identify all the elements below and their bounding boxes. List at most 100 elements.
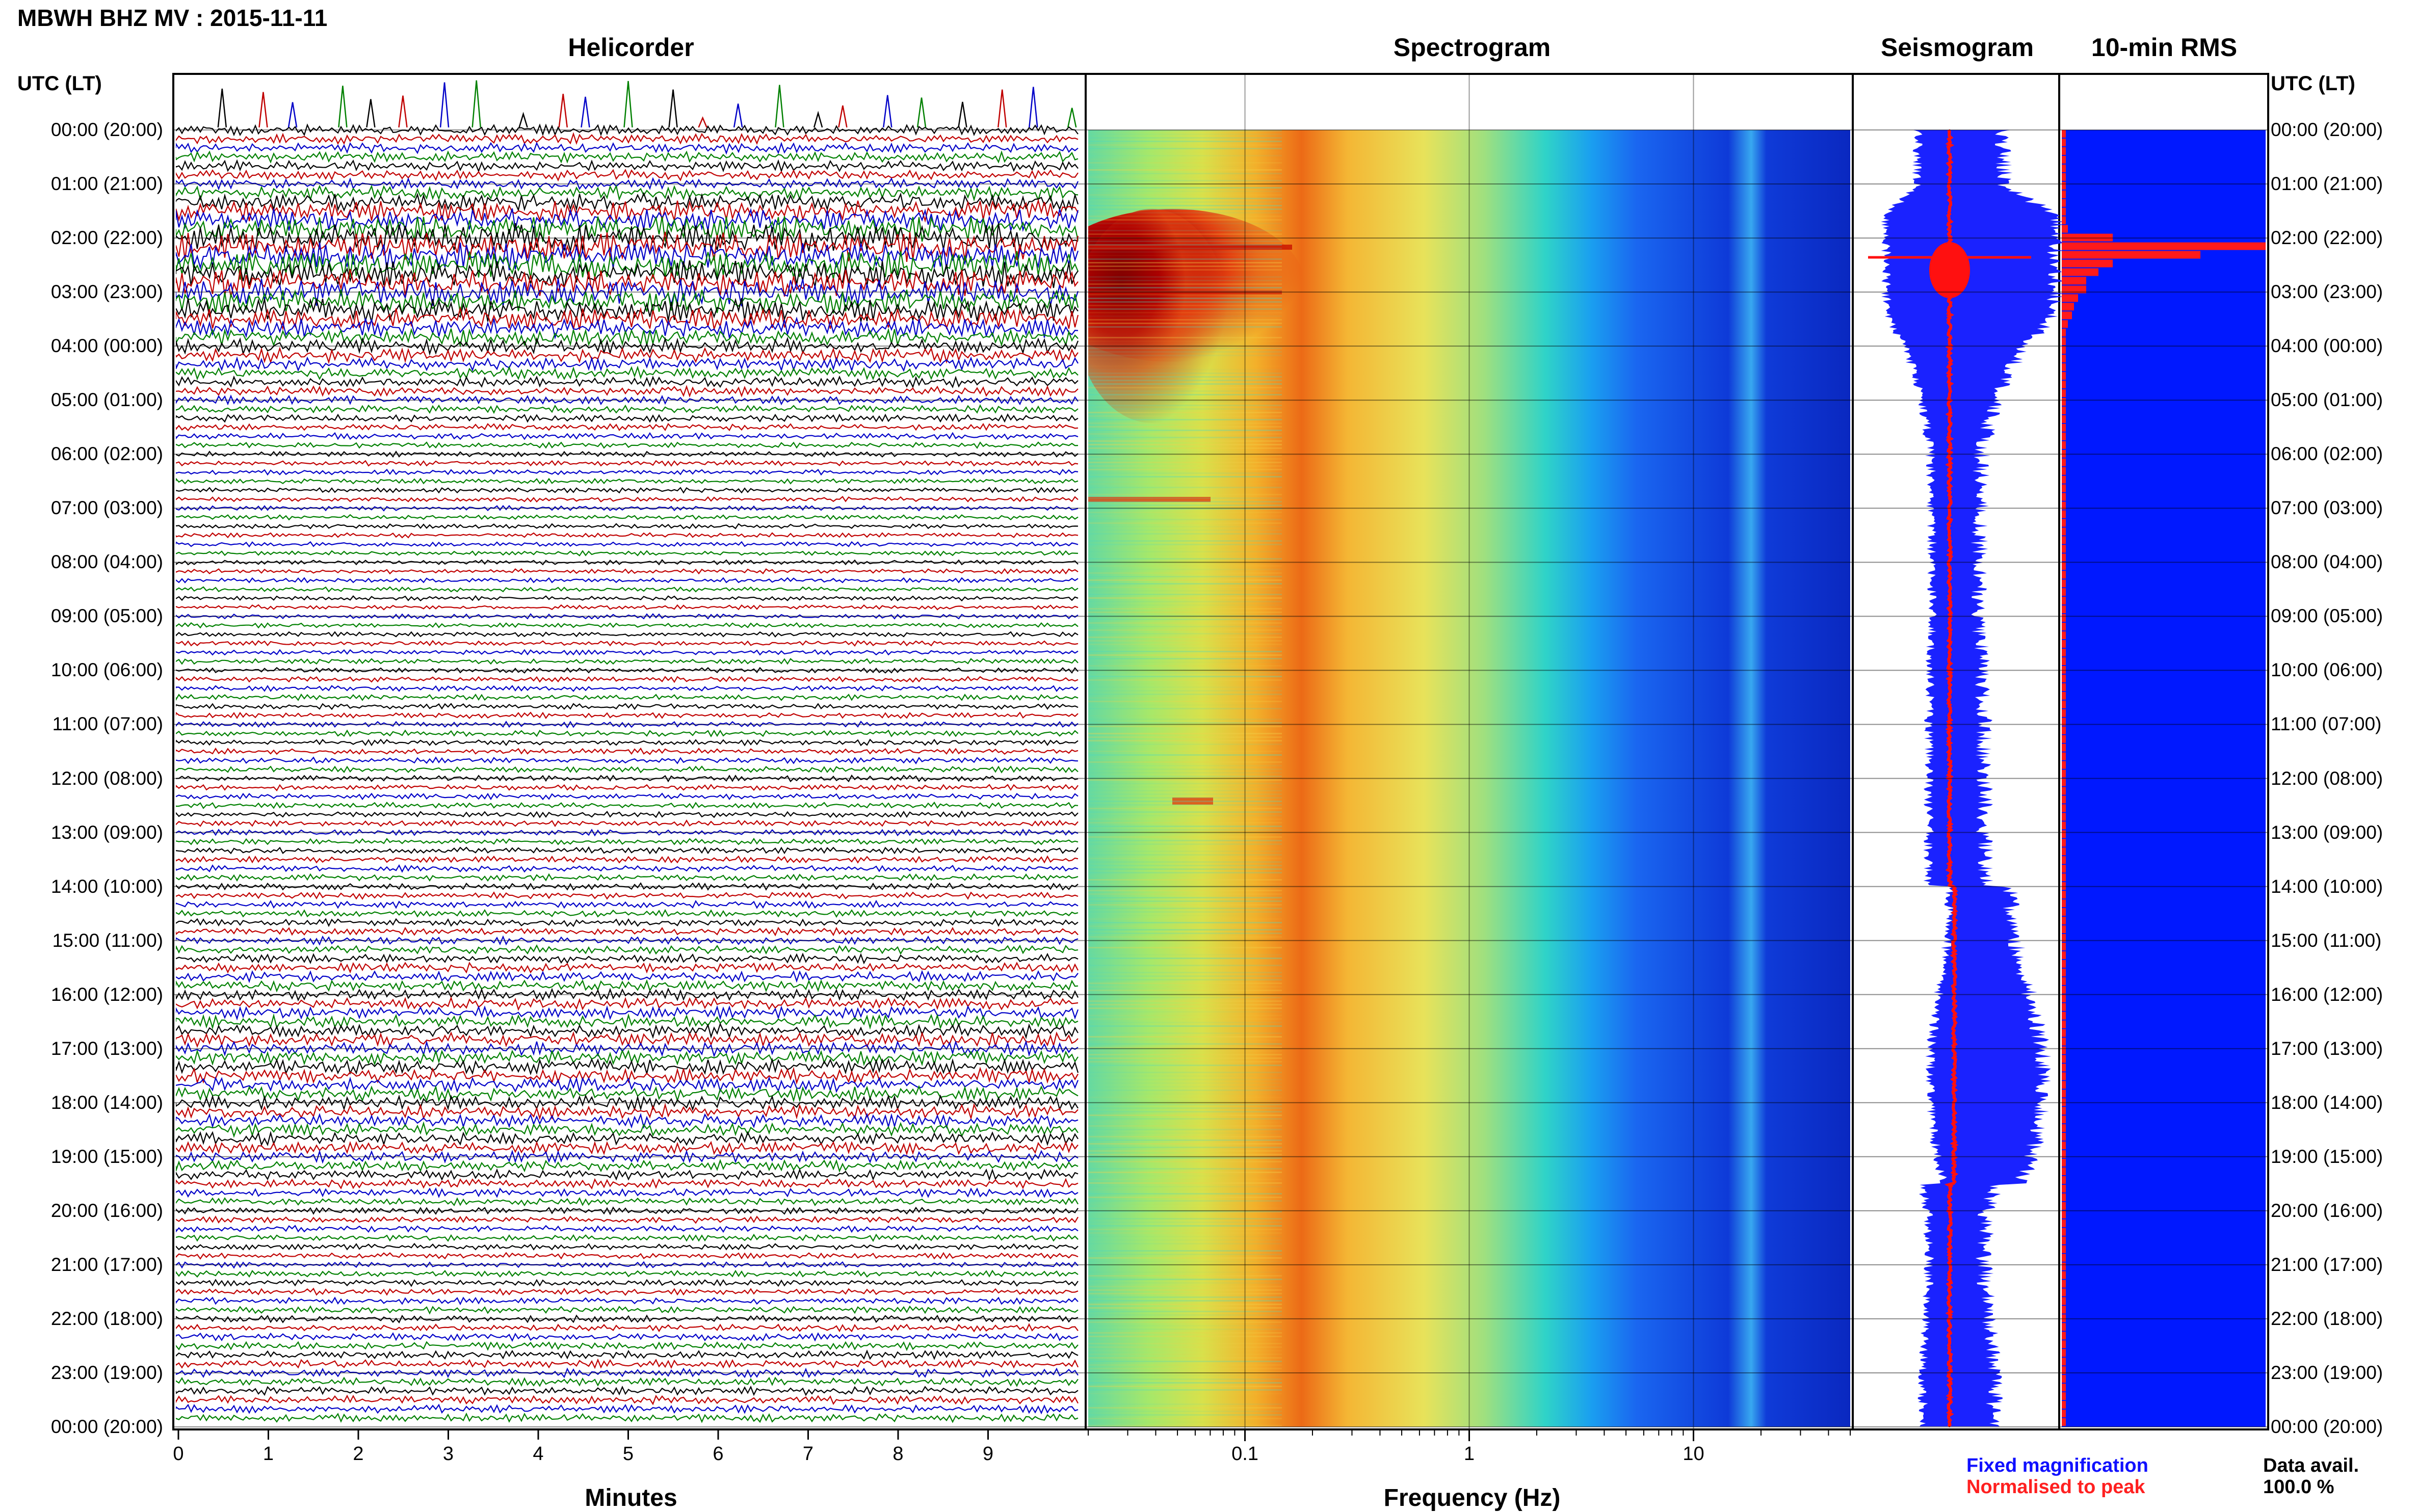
helicorder-trace	[176, 1358, 1079, 1369]
helicorder-trace	[176, 1296, 1079, 1306]
helicorder-trace	[176, 1279, 1079, 1287]
time-label-left: 23:00 (19:00)	[50, 1362, 163, 1383]
spectrogram-texture	[1088, 933, 1282, 934]
rms-bar	[2062, 692, 2066, 700]
rms-bar	[2062, 1003, 2066, 1011]
spectrogram-image	[1088, 130, 1850, 1427]
spectrogram-texture	[1088, 1354, 1282, 1355]
rms-bar	[2062, 744, 2066, 752]
time-label-right: 14:00 (10:00)	[2271, 876, 2383, 897]
rms-bar	[2062, 139, 2066, 146]
spectrogram-texture	[1088, 1029, 1282, 1030]
helicorder-trace	[176, 899, 1079, 909]
helicorder-trace	[176, 1341, 1079, 1351]
helicorder-trace	[176, 667, 1079, 674]
helicorder-spike	[338, 86, 348, 128]
spectrogram-texture	[1088, 619, 1282, 620]
spectrogram-texture	[1088, 1040, 1282, 1041]
rms-bar	[2062, 216, 2066, 224]
spectrogram-texture	[1088, 1389, 1282, 1391]
spectrogram-texture	[1088, 587, 1282, 588]
time-label-left: 13:00 (09:00)	[50, 821, 163, 843]
spectrogram-texture	[1088, 1111, 1282, 1112]
time-label-left: 00:00 (20:00)	[50, 119, 163, 140]
spectrogram-texture	[1088, 833, 1282, 834]
spectrogram-texture	[1088, 358, 1282, 360]
spectrogram-texture	[1088, 305, 1282, 306]
rms-bar	[2062, 389, 2066, 397]
helicorder-traces	[176, 123, 1079, 1423]
helicorder-trace	[176, 1159, 1079, 1173]
spectrogram-texture	[1088, 597, 1282, 599]
rms-bar	[2062, 917, 2066, 924]
rms-bar	[2062, 1020, 2066, 1028]
spectrogram-texture	[1088, 362, 1282, 363]
spectrogram-texture	[1088, 437, 1282, 438]
helicorder-trace	[176, 523, 1079, 529]
spectrogram-texture	[1088, 1043, 1282, 1045]
spectrogram-texture	[1088, 865, 1282, 866]
time-label-left: 06:00 (02:00)	[50, 443, 163, 465]
spectrogram-texture	[1088, 672, 1282, 674]
spectrogram-texture	[1088, 426, 1282, 428]
helicorder-spike	[471, 80, 481, 128]
spectrogram-texture	[1088, 1246, 1282, 1248]
helicorder-trace	[176, 269, 1079, 297]
time-label-right: 01:00 (21:00)	[2271, 173, 2383, 195]
helicorder-trace	[176, 1067, 1079, 1085]
rms-bar	[2062, 1297, 2066, 1305]
spectrogram-texture	[1088, 847, 1282, 848]
rms-bar	[2062, 1038, 2066, 1046]
spectrogram-texture	[1088, 922, 1282, 923]
helicorder-trace	[176, 1252, 1079, 1260]
spectrogram-texture	[1088, 529, 1282, 531]
spectrogram-texture	[1088, 387, 1282, 388]
spectrogram-texture	[1088, 1061, 1282, 1063]
rms-bar	[2062, 934, 2066, 942]
helicorder-trace	[176, 631, 1079, 638]
helicorder-trace	[176, 541, 1079, 548]
spectrogram-texture	[1088, 1414, 1282, 1416]
spectrogram-texture	[1088, 158, 1282, 160]
time-label-left: 12:00 (08:00)	[50, 767, 163, 789]
spectrogram-texture	[1088, 997, 1282, 998]
spectrogram-texture	[1088, 779, 1282, 781]
time-label-right: 02:00 (22:00)	[2271, 227, 2383, 249]
rms-bar	[2062, 458, 2066, 466]
spectrogram-texture	[1088, 173, 1282, 174]
spectrogram-texture	[1088, 1057, 1282, 1059]
helicorder-trace	[176, 1102, 1079, 1121]
helicorder-trace	[176, 1168, 1079, 1181]
rms-bar	[2062, 381, 2066, 388]
helicorder-trace	[176, 873, 1079, 882]
spectrogram-texture	[1088, 1032, 1282, 1034]
helicorder-trace	[176, 810, 1079, 818]
helicorder-trace	[176, 1085, 1079, 1103]
spectrogram-texture	[1088, 1250, 1282, 1252]
spectrogram-texture	[1088, 290, 1282, 292]
rms-bar	[2062, 1072, 2066, 1080]
spectrogram-texture	[1088, 1286, 1282, 1287]
spectrogram-texture	[1088, 1418, 1282, 1419]
spectrogram-texture	[1088, 1147, 1282, 1148]
spectrogram-texture	[1088, 811, 1282, 813]
spectrogram-texture	[1088, 1261, 1282, 1262]
spectrogram-texture	[1088, 262, 1282, 263]
rms-bar	[2062, 1375, 2066, 1383]
spectrogram-texture	[1088, 1339, 1282, 1341]
spectrogram-texture	[1088, 333, 1282, 335]
helicorder-spike	[813, 111, 823, 128]
spectrogram-texture	[1088, 1097, 1282, 1098]
helicorder-trace	[176, 909, 1079, 918]
rms-bar	[2062, 1410, 2066, 1418]
rms-bar	[2062, 631, 2066, 640]
helicorder-trace	[176, 837, 1079, 845]
rms-bar	[2062, 562, 2066, 570]
rms-bar	[2062, 519, 2066, 527]
spectrogram-texture	[1088, 1079, 1282, 1080]
spectrogram-texture	[1088, 804, 1282, 806]
helicorder-spike	[698, 116, 707, 128]
helicorder-trace	[176, 1242, 1079, 1251]
helicorder-trace	[176, 1412, 1079, 1423]
seismogram-peak-event	[1929, 242, 1970, 298]
